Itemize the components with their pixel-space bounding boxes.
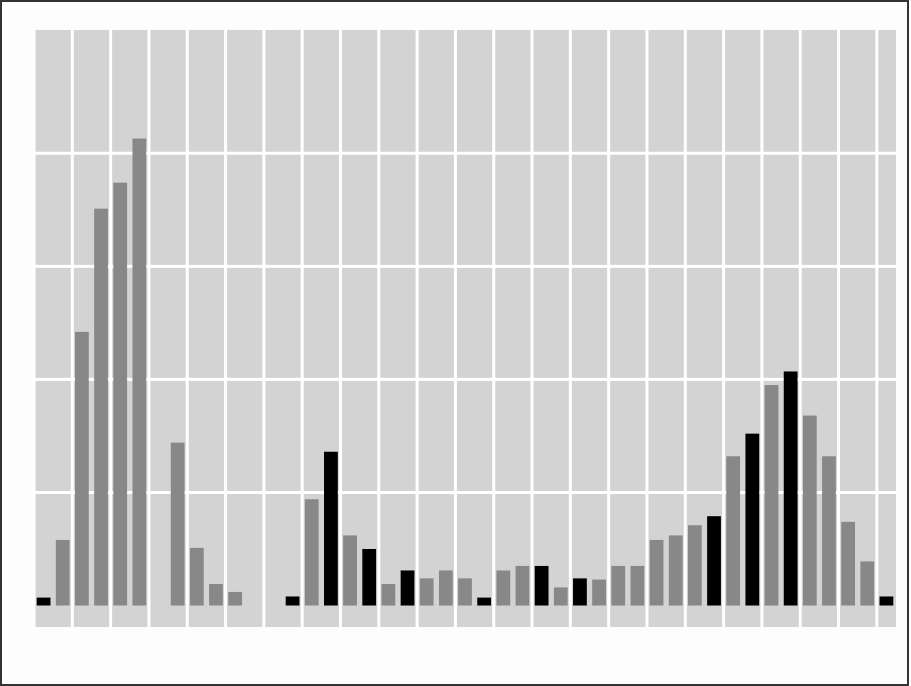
bar (419, 578, 434, 606)
bar (438, 570, 453, 606)
bar (573, 578, 587, 606)
bar (170, 442, 185, 606)
bar (783, 371, 798, 606)
bar (822, 456, 836, 606)
bar (611, 565, 626, 606)
bar (36, 597, 51, 606)
bar (285, 596, 300, 606)
bar (55, 539, 70, 606)
bar (209, 584, 223, 606)
bar (496, 570, 511, 606)
bar (228, 591, 243, 606)
bar (94, 208, 108, 606)
bar (764, 385, 779, 606)
bar (304, 499, 319, 606)
bar (553, 587, 568, 606)
bar (745, 433, 760, 606)
bar (324, 451, 338, 606)
bar (687, 525, 702, 606)
bar (726, 456, 741, 606)
bar (668, 535, 683, 606)
bar (515, 565, 530, 606)
bar (400, 570, 415, 606)
bar (381, 584, 396, 606)
bar (362, 548, 377, 606)
bar (592, 579, 606, 606)
bar (343, 535, 357, 606)
bar (630, 565, 645, 606)
bar (74, 331, 89, 606)
bar (477, 597, 492, 606)
bar (132, 138, 147, 606)
bar (649, 539, 664, 606)
bar (113, 182, 128, 606)
bar (860, 561, 875, 606)
bar (841, 521, 856, 606)
bar (707, 516, 721, 606)
bar (534, 565, 549, 606)
bar (802, 415, 817, 606)
bar (189, 547, 204, 606)
bar (458, 578, 472, 606)
bar (879, 596, 894, 606)
